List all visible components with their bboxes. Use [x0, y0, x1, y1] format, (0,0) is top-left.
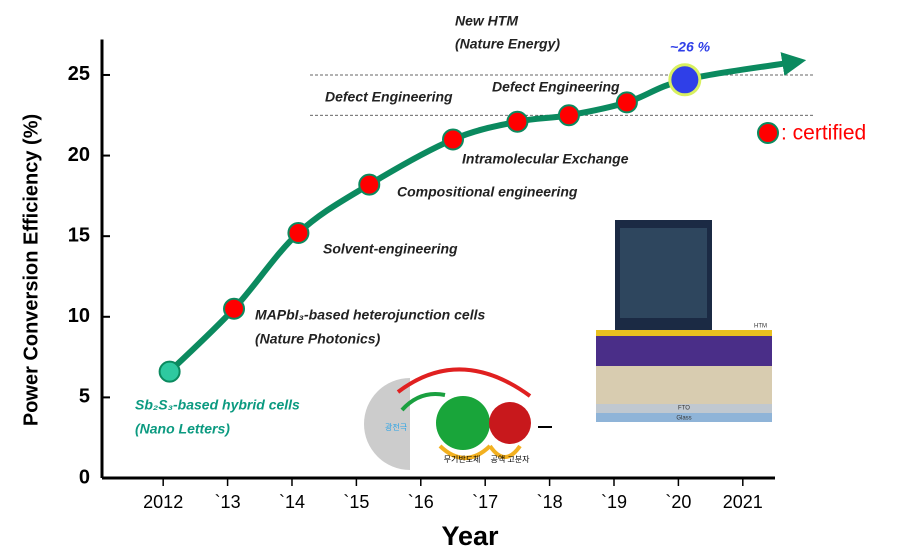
annotation: Solvent-engineering — [323, 241, 458, 257]
data-point — [615, 91, 638, 114]
inset-label: HTM — [754, 324, 767, 330]
legend-label: : certified — [781, 122, 866, 145]
annotation: Defect Engineering — [492, 79, 620, 95]
annotation: ~26 % — [670, 39, 711, 55]
inset-label: 무기반도체 — [444, 454, 481, 464]
inset-label: Glass — [676, 416, 691, 422]
legend-marker — [757, 122, 779, 144]
x-tick-label: `20 — [665, 492, 691, 512]
data-point — [223, 297, 246, 320]
annotation: Intramolecular Exchange — [462, 151, 629, 167]
x-tick-label: 2012 — [143, 492, 183, 512]
data-point — [557, 104, 580, 127]
x-tick-label: `13 — [215, 492, 241, 512]
y-tick-label: 0 — [79, 466, 90, 488]
x-axis-label: Year — [441, 521, 499, 551]
trend-line — [167, 52, 807, 374]
data-point — [668, 63, 702, 97]
inset-label: FTO — [678, 406, 690, 412]
annotation: (Nano Letters) — [135, 421, 230, 437]
y-tick-label: 10 — [68, 305, 90, 327]
annotation: Compositional engineering — [397, 184, 578, 200]
annotation: MAPbI₃-based heterojunction cells — [255, 307, 485, 323]
annotation: (Nature Energy) — [455, 36, 560, 52]
data-point — [358, 173, 381, 196]
x-tick-label: 2021 — [723, 492, 763, 512]
data-point — [441, 128, 464, 151]
y-tick-label: 5 — [79, 386, 90, 408]
x-tick-label: `18 — [537, 492, 563, 512]
x-tick-label: `14 — [279, 492, 305, 512]
y-tick-label: 20 — [68, 144, 90, 166]
annotation: (Nature Photonics) — [255, 331, 381, 347]
data-point — [158, 360, 181, 383]
annotation: Sb₂S₃-based hybrid cells — [135, 397, 300, 413]
x-tick-label: `15 — [343, 492, 369, 512]
y-axis-label: Power Conversion Efficiency (%) — [20, 114, 42, 426]
inset-label: 공액 고분자 — [490, 454, 530, 464]
y-tick-label: 15 — [68, 224, 90, 246]
data-point — [287, 221, 310, 244]
inset-label: 광전극 — [385, 422, 407, 432]
x-tick-label: `17 — [472, 492, 498, 512]
x-tick-label: `19 — [601, 492, 627, 512]
inset-schematic: 광전극 무기반도체 공액 고분자 — [364, 367, 552, 470]
inset-cell: HTM FTO Glass — [596, 220, 772, 422]
annotation: Defect Engineering — [325, 89, 453, 105]
annotation: New HTM — [455, 13, 518, 29]
y-tick-label: 25 — [68, 63, 90, 85]
x-tick-label: `16 — [408, 492, 434, 512]
data-point — [506, 110, 529, 133]
